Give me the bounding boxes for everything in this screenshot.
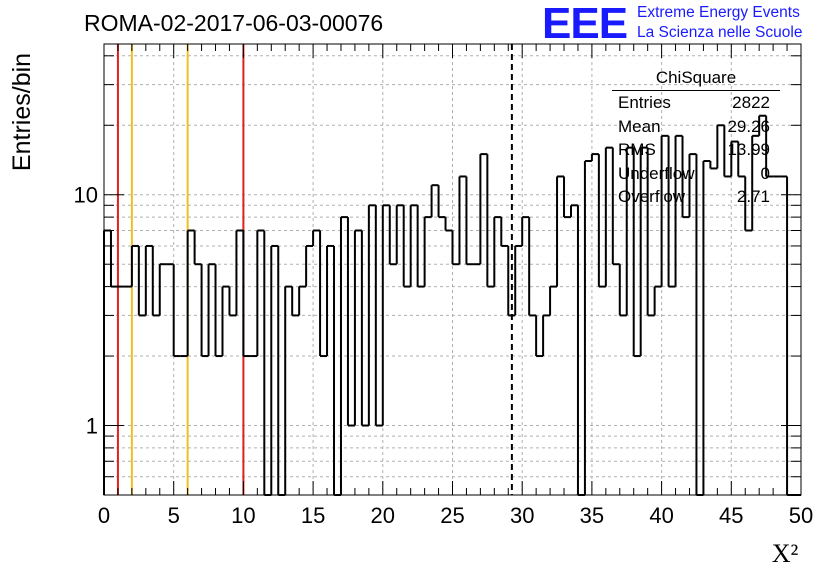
x-tick-label: 20 [371,503,395,528]
stats-value: 13.99 [727,140,770,159]
stats-value: 2822 [732,93,770,112]
plot-title: ROMA-02-2017-06-03-00076 [84,10,384,36]
stats-value: 2.71 [736,187,770,206]
x-tick-label: 0 [98,503,110,528]
stats-row: RMS 13.99 [612,138,780,162]
x-tick-label: 15 [301,503,325,528]
stats-box: ChiSquare Entries 2822 Mean 29.26 RMS 13… [612,66,780,209]
x-tick-label: 25 [440,503,464,528]
stats-value: 0 [760,163,770,183]
stats-label: RMS [618,140,656,159]
stats-label: Overflow [618,187,686,206]
stats-row: Overflow 2.71 [612,185,780,209]
x-tick-label: 45 [719,503,743,528]
stats-row: Mean 29.26 [612,115,780,139]
stats-value: 29.26 [727,116,770,136]
x-tick-label: 5 [168,503,180,528]
x-tick-label: 35 [580,503,604,528]
stats-label: Mean [618,116,661,136]
logo-line-2: La Scienza nelle Scuole [637,24,803,41]
axis-ticks [103,44,802,495]
logo-line-1: Extreme Energy Events [637,4,800,21]
tick-labels: 0 5 10 15 20 25 30 35 40 45 50 1 10 [74,183,814,528]
x-tick-label: 50 [789,503,813,528]
x-axis-label: X² [772,539,799,568]
y-axis-label: Entries/bin [8,53,36,171]
x-tick-label: 30 [510,503,534,528]
x-tick-label: 40 [649,503,673,528]
histogram-series [103,114,801,496]
y-tick-label: 10 [74,183,98,208]
stats-row: Underflow 0 [612,162,780,186]
y-tick-label: 1 [86,414,98,439]
stats-row: Entries 2822 [612,91,780,115]
logo-mark: EEE [542,0,628,48]
x-tick-label: 10 [231,503,255,528]
stats-label: Entries [618,93,671,112]
stats-label: Underflow [618,163,695,183]
stats-title: ChiSquare [612,66,780,91]
